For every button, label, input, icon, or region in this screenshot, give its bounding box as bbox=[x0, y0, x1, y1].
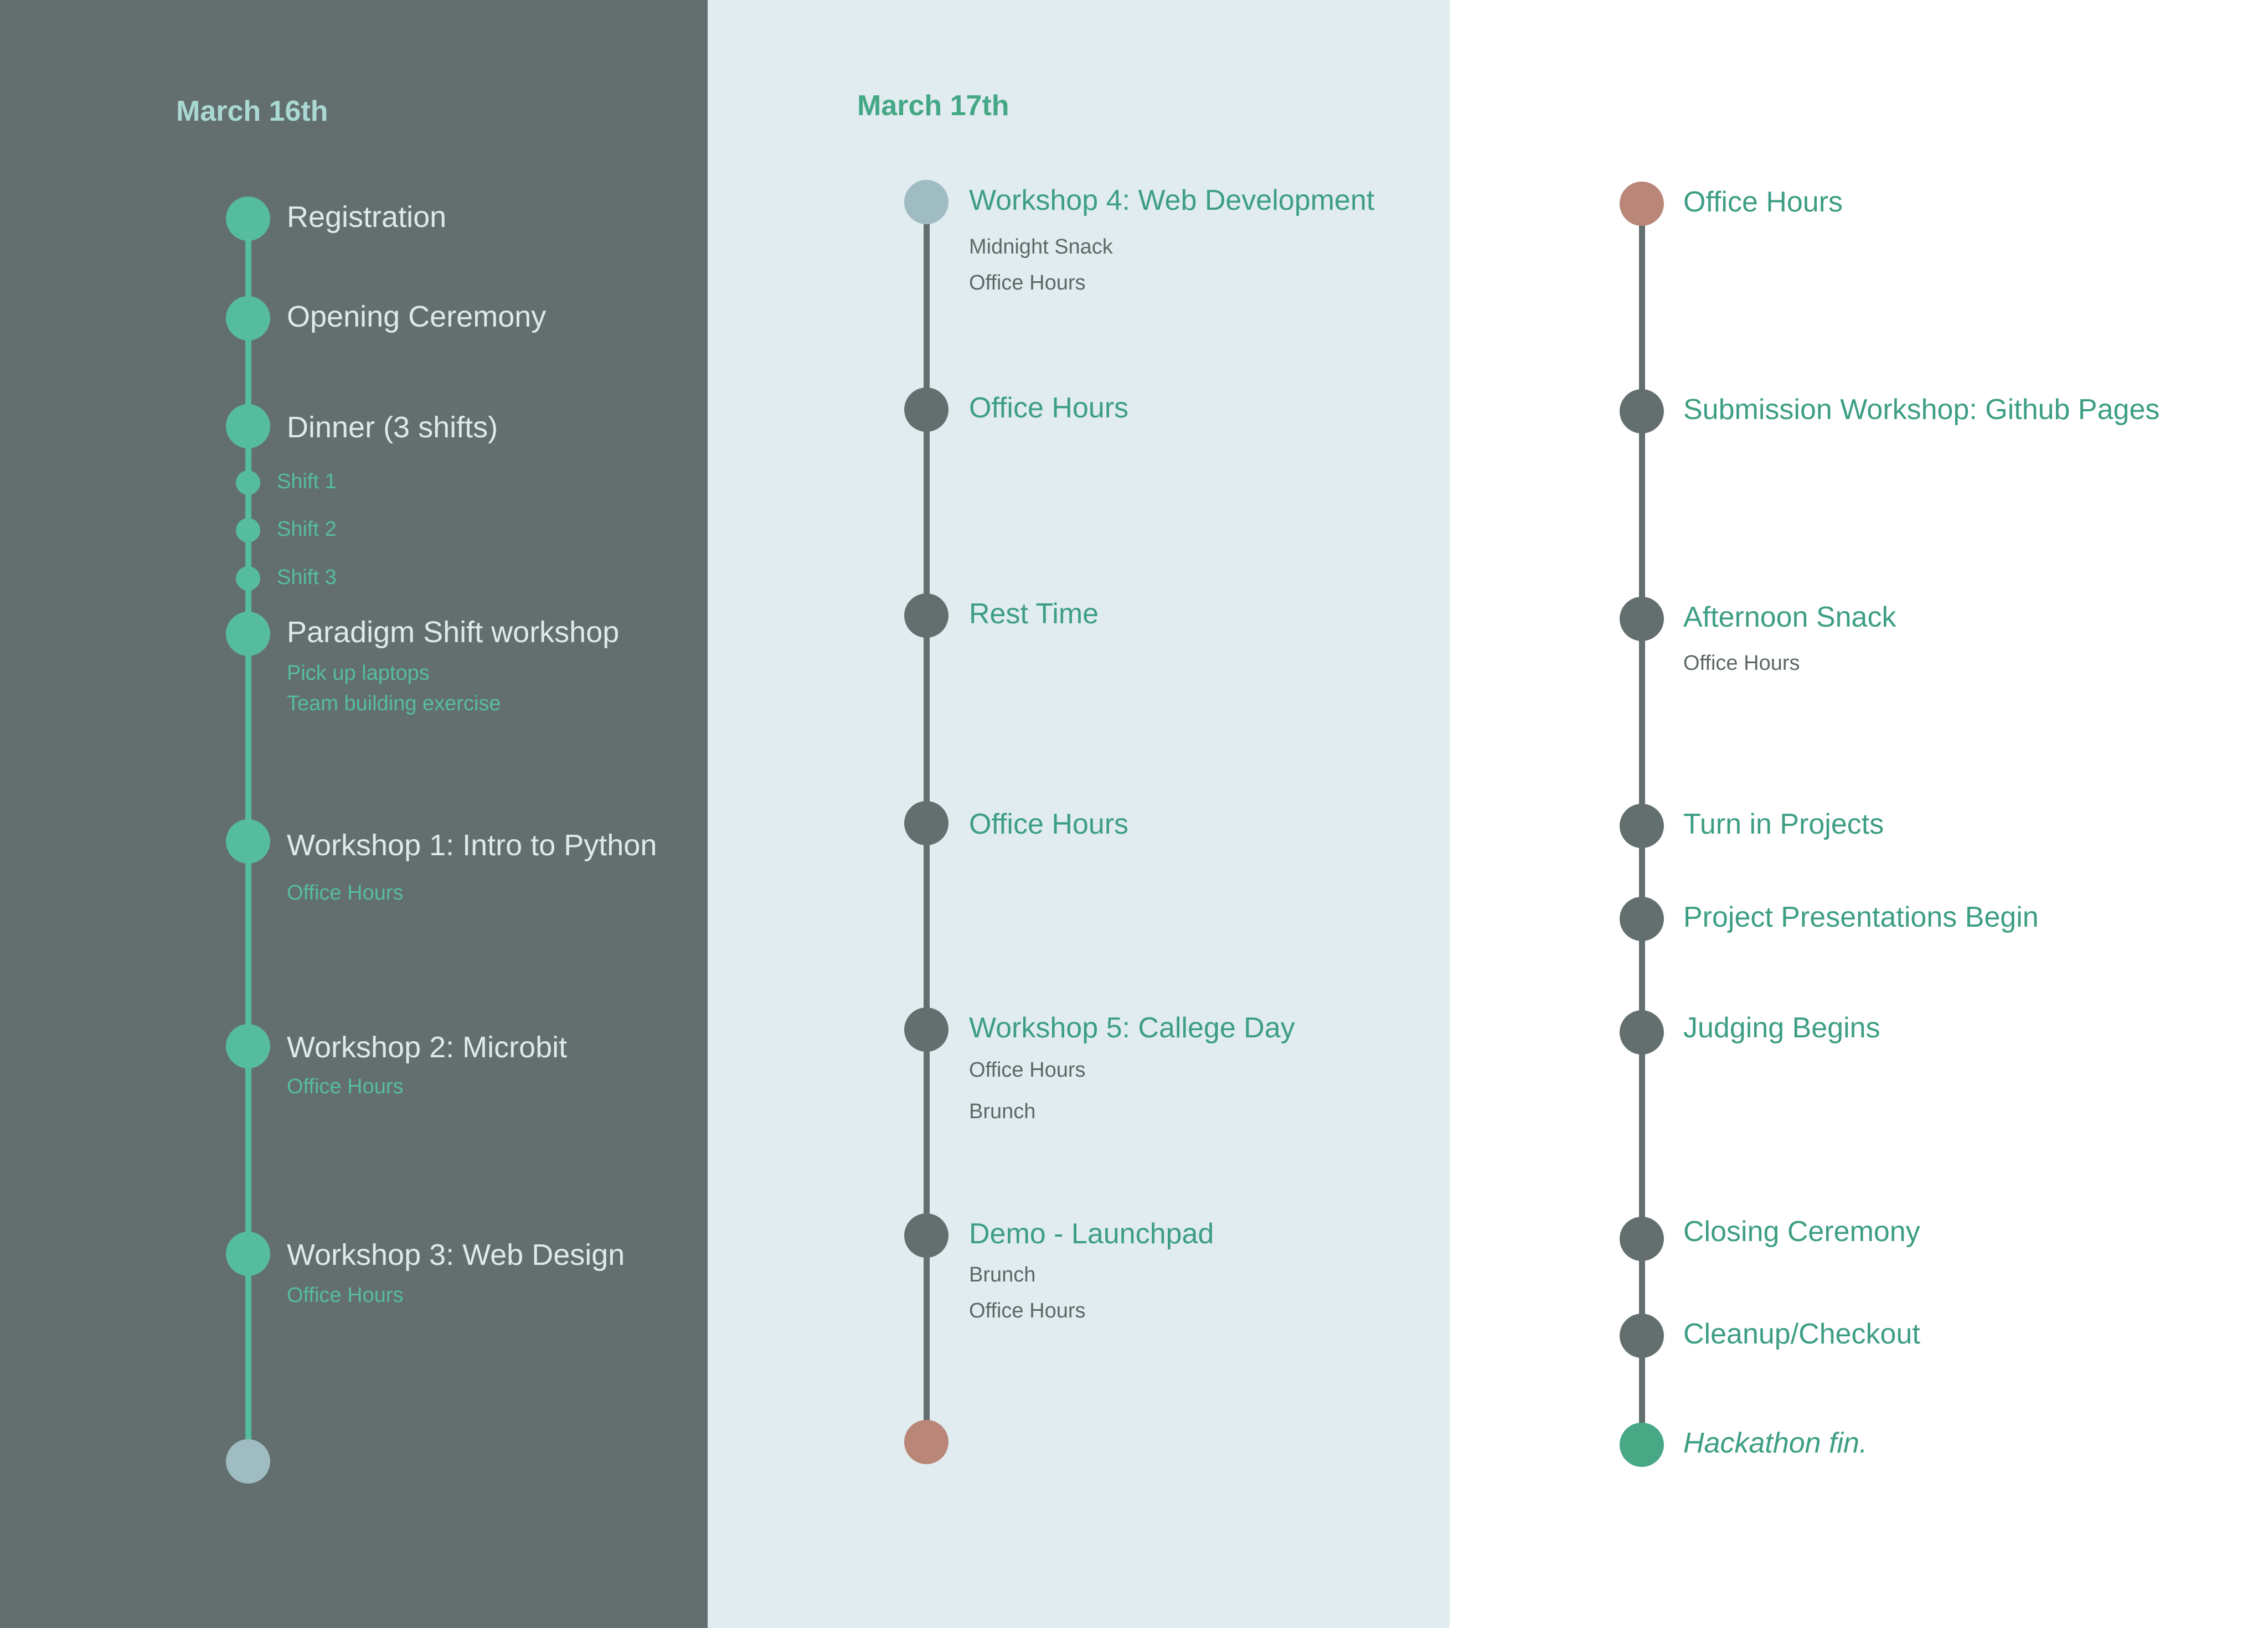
event-title: Workshop 3: Web Design bbox=[287, 1238, 625, 1272]
timeline-dot bbox=[226, 1232, 270, 1276]
event-title: Shift 1 bbox=[277, 470, 337, 494]
event-title: Office Hours bbox=[1683, 186, 1843, 219]
timeline-dot bbox=[226, 819, 270, 864]
event-title: Workshop 2: Microbit bbox=[287, 1031, 568, 1064]
event-title: Office Hours bbox=[969, 392, 1129, 425]
timeline-dot bbox=[1620, 182, 1664, 226]
event-sub-item: Office Hours bbox=[287, 881, 404, 905]
event-title: Cleanup/Checkout bbox=[1683, 1318, 1920, 1351]
event-sub-item: Office Hours bbox=[969, 1299, 1086, 1323]
timeline-dot bbox=[1620, 1423, 1664, 1467]
timeline-dot bbox=[226, 612, 270, 656]
event-sub-item: Office Hours bbox=[1683, 652, 1800, 675]
event-title: Dinner (3 shifts) bbox=[287, 411, 498, 445]
timeline-dot bbox=[904, 801, 949, 845]
timeline-dot bbox=[226, 197, 270, 241]
event-title: Opening Ceremony bbox=[287, 300, 547, 334]
event-sub-item: Team building exercise bbox=[287, 692, 501, 716]
timeline-dot bbox=[904, 593, 949, 638]
event-title: Workshop 4: Web Development bbox=[969, 184, 1375, 217]
timeline-dot bbox=[236, 566, 260, 591]
timeline-dot bbox=[1620, 1217, 1664, 1261]
day-heading: March 17th bbox=[857, 90, 1009, 122]
event-title: Judging Begins bbox=[1683, 1012, 1880, 1045]
timeline-dot bbox=[1620, 1314, 1664, 1358]
timeline-dot bbox=[1620, 1010, 1664, 1055]
event-sub-item: Office Hours bbox=[287, 1075, 404, 1099]
timeline-dot bbox=[226, 1024, 270, 1068]
timeline-dot bbox=[904, 387, 949, 432]
event-title: Paradigm Shift workshop bbox=[287, 616, 620, 649]
event-title: Office Hours bbox=[969, 808, 1129, 841]
timeline-dot bbox=[904, 1213, 949, 1258]
event-sub-item: Midnight Snack bbox=[969, 235, 1113, 259]
timeline-dot bbox=[236, 471, 260, 495]
event-title: Rest Time bbox=[969, 598, 1099, 630]
event-title: Demo - Launchpad bbox=[969, 1218, 1214, 1250]
timeline-dot bbox=[226, 404, 270, 448]
timeline-dot bbox=[1620, 804, 1664, 848]
day-panel-march-17 bbox=[708, 0, 1450, 1628]
event-title: Turn in Projects bbox=[1683, 808, 1884, 841]
event-title: Workshop 1: Intro to Python bbox=[287, 829, 657, 862]
day-panel-march-16 bbox=[0, 0, 708, 1628]
timeline-dot bbox=[1620, 897, 1664, 941]
event-title: Project Presentations Begin bbox=[1683, 901, 2039, 934]
timeline-dot bbox=[1620, 597, 1664, 641]
event-title: Workshop 5: Callege Day bbox=[969, 1012, 1295, 1045]
event-title: Shift 2 bbox=[277, 518, 337, 541]
event-sub-item: Office Hours bbox=[969, 271, 1086, 295]
event-sub-item: Pick up laptops bbox=[287, 661, 430, 685]
event-sub-item: Office Hours bbox=[287, 1284, 404, 1307]
day-panel-march-17-afternoon bbox=[1450, 0, 2268, 1628]
timeline-dot bbox=[1620, 389, 1664, 433]
timeline-dot bbox=[904, 180, 949, 224]
timeline-dot bbox=[904, 1007, 949, 1052]
timeline-end-dot bbox=[904, 1420, 949, 1464]
event-title: Shift 3 bbox=[277, 566, 337, 590]
timeline-dot bbox=[226, 296, 270, 340]
event-title: Submission Workshop: Github Pages bbox=[1683, 394, 2160, 426]
timeline-dot bbox=[236, 518, 260, 542]
event-title: Afternoon Snack bbox=[1683, 601, 1896, 634]
event-title: Hackathon fin. bbox=[1683, 1427, 1868, 1460]
event-title: Closing Ceremony bbox=[1683, 1216, 1920, 1248]
event-sub-item: Office Hours bbox=[969, 1058, 1086, 1082]
event-sub-item: Brunch bbox=[969, 1100, 1036, 1124]
day-heading: March 16th bbox=[176, 95, 328, 127]
event-title: Registration bbox=[287, 200, 447, 234]
event-sub-item: Brunch bbox=[969, 1263, 1036, 1287]
timeline-end-dot bbox=[226, 1439, 270, 1484]
